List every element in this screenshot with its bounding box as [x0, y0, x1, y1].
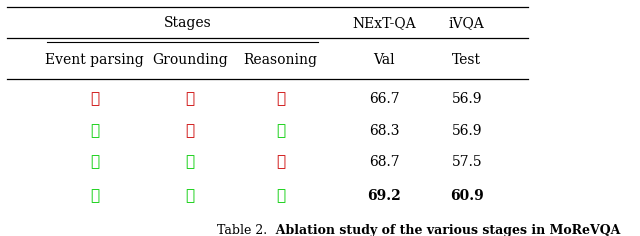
Text: 68.7: 68.7	[369, 155, 399, 169]
Text: NExT-QA: NExT-QA	[353, 17, 416, 30]
Text: ✗: ✗	[276, 92, 285, 106]
Text: ✗: ✗	[276, 155, 285, 169]
Text: 60.9: 60.9	[450, 189, 484, 203]
Text: ✓: ✓	[90, 124, 99, 138]
Text: ✓: ✓	[90, 155, 99, 169]
Text: Val: Val	[374, 53, 395, 67]
Text: ✗: ✗	[90, 92, 99, 106]
Text: ✓: ✓	[90, 189, 99, 203]
Text: Reasoning: Reasoning	[244, 53, 317, 67]
Text: ✗: ✗	[186, 92, 195, 106]
Text: ✗: ✗	[186, 124, 195, 138]
Text: 56.9: 56.9	[451, 124, 482, 138]
Text: 68.3: 68.3	[369, 124, 399, 138]
Text: Ablation study of the various stages in MoReVQA: Ablation study of the various stages in …	[268, 224, 621, 236]
Text: Table 2.: Table 2.	[217, 224, 268, 236]
Text: 56.9: 56.9	[451, 92, 482, 106]
Text: iVQA: iVQA	[449, 17, 484, 30]
Text: Event parsing: Event parsing	[45, 53, 144, 67]
Text: ✓: ✓	[186, 155, 195, 169]
Text: Stages: Stages	[164, 17, 211, 30]
Text: ✓: ✓	[186, 189, 195, 203]
Text: 66.7: 66.7	[369, 92, 399, 106]
Text: 69.2: 69.2	[367, 189, 401, 203]
Text: 57.5: 57.5	[451, 155, 482, 169]
Text: Grounding: Grounding	[152, 53, 228, 67]
Text: Test: Test	[452, 53, 481, 67]
Text: ✓: ✓	[276, 124, 285, 138]
Text: ✓: ✓	[276, 189, 285, 203]
